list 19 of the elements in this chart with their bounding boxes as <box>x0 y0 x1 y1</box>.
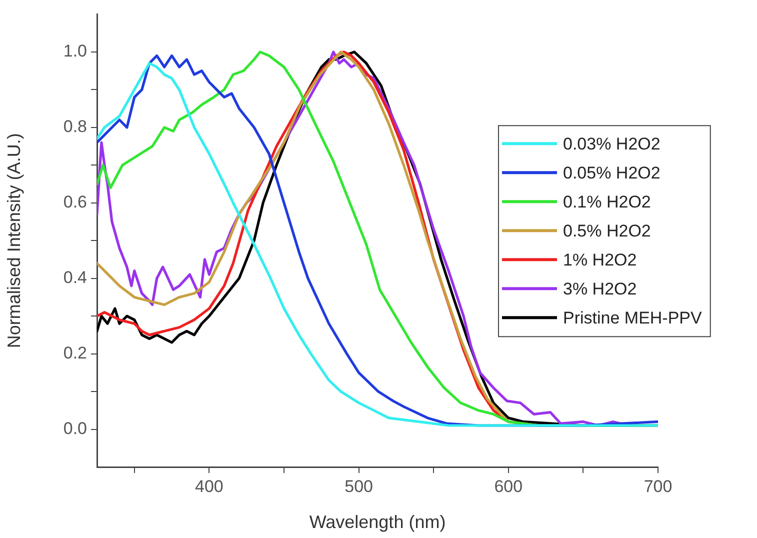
legend-label: 1% H2O2 <box>563 250 637 270</box>
legend-label: 3% H2O2 <box>563 279 637 298</box>
y-tick-label: 0.6 <box>63 192 87 212</box>
y-tick-label: 1.0 <box>63 42 87 61</box>
x-tick-label: 400 <box>195 476 224 496</box>
legend-label: 0.03% H2O2 <box>563 134 660 154</box>
y-tick-label: 0.4 <box>63 268 87 288</box>
x-tick-label: 500 <box>344 476 373 496</box>
legend-label: 0.05% H2O2 <box>563 163 660 182</box>
y-tick-label: 0.0 <box>63 418 87 438</box>
legend-label: Pristine MEH-PPV <box>563 308 703 328</box>
x-tick-label: 700 <box>644 476 672 496</box>
x-axis-title: Wavelength (nm) <box>309 512 446 532</box>
y-axis-title: Normalised Intensity (A.U.) <box>4 133 24 348</box>
legend-label: 0.5% H2O2 <box>563 221 651 240</box>
y-tick-label: 0.8 <box>63 117 87 136</box>
legend-label: 0.1% H2O2 <box>563 192 651 212</box>
y-tick-label: 0.2 <box>63 343 87 362</box>
x-tick-label: 600 <box>494 476 523 496</box>
